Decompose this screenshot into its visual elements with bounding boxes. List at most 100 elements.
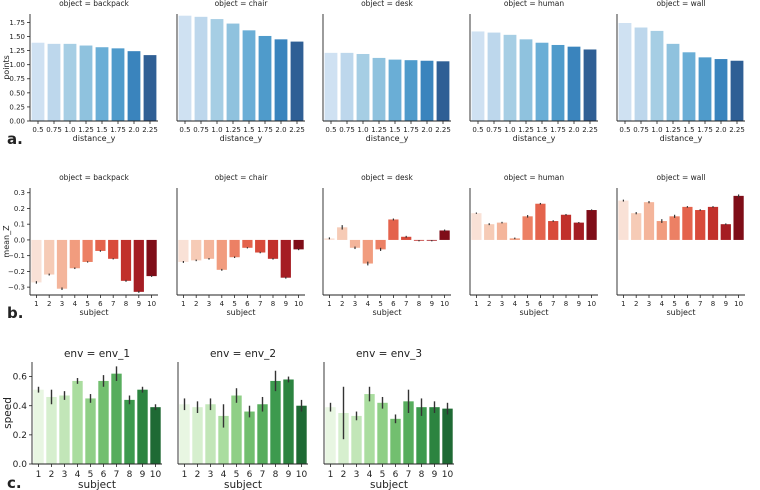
- x-tick-label: 4: [73, 300, 78, 308]
- x-tick-label: 1: [327, 300, 331, 308]
- x-tick-label: 5: [672, 300, 676, 308]
- bar: [59, 395, 70, 464]
- x-tick-label: 2: [194, 300, 198, 308]
- bar: [682, 52, 696, 121]
- bar: [436, 61, 450, 121]
- panel-a-label: a.: [7, 130, 23, 148]
- bar: [733, 195, 744, 240]
- panel-c-label: c.: [7, 474, 22, 490]
- x-axis-label: distance_y: [366, 134, 409, 143]
- x-tick-label: 3: [62, 470, 68, 480]
- x-tick-label: 8: [124, 300, 128, 308]
- bar: [127, 51, 141, 121]
- bar: [133, 239, 144, 292]
- panel-b-label: b.: [7, 304, 23, 322]
- x-tick-label: 1.25: [371, 126, 387, 134]
- bar: [388, 59, 402, 121]
- y-tick-label: 1.00: [9, 61, 25, 69]
- x-tick-label: 8: [273, 470, 279, 480]
- x-tick-label: 9: [286, 470, 292, 480]
- x-tick-label: 1: [182, 470, 188, 480]
- x-tick-label: 1.5: [683, 126, 694, 134]
- x-tick-label: 0.5: [179, 126, 190, 134]
- x-tick-label: 9: [284, 300, 288, 308]
- bar: [695, 210, 706, 240]
- x-tick-label: 1.5: [389, 126, 400, 134]
- x-axis-label: subject: [373, 308, 402, 317]
- x-tick-label: 1.5: [96, 126, 107, 134]
- bar: [573, 222, 584, 240]
- x-tick-label: 1.0: [211, 126, 222, 134]
- bar: [143, 55, 157, 121]
- bar: [420, 60, 434, 121]
- x-tick-label: 6: [393, 470, 399, 480]
- bar: [98, 380, 109, 464]
- y-axis-label: speed: [2, 397, 14, 429]
- x-tick-label: 7: [111, 300, 115, 308]
- x-tick-label: 2.0: [421, 126, 432, 134]
- bar: [666, 43, 680, 122]
- bar: [631, 213, 642, 240]
- x-tick-label: 6: [98, 300, 103, 308]
- x-axis-label: subject: [227, 308, 256, 317]
- x-tick-label: 10: [294, 300, 303, 308]
- x-tick-label: 1: [34, 300, 38, 308]
- x-tick-label: 8: [711, 300, 715, 308]
- x-tick-label: 1.25: [518, 126, 534, 134]
- x-tick-label: 2: [487, 300, 491, 308]
- subplot-title: env = env_1: [64, 348, 130, 360]
- x-tick-label: 1.25: [225, 126, 241, 134]
- x-tick-label: 3: [354, 470, 360, 480]
- x-tick-label: 3: [647, 300, 651, 308]
- x-tick-label: 2.0: [275, 126, 286, 134]
- y-tick-label: 0.0: [13, 460, 28, 470]
- bar: [290, 41, 304, 121]
- x-tick-label: 2.0: [128, 126, 139, 134]
- x-tick-label: 5: [232, 300, 236, 308]
- bar: [442, 408, 453, 464]
- bar: [267, 239, 279, 259]
- x-tick-label: 1: [36, 470, 42, 480]
- bar: [720, 224, 731, 240]
- bar: [95, 47, 109, 121]
- x-tick-label: 2.25: [729, 126, 745, 134]
- x-tick-label: 2.25: [435, 126, 451, 134]
- x-tick-label: 1.0: [357, 126, 368, 134]
- x-tick-label: 0.75: [486, 126, 502, 134]
- x-tick-label: 4: [220, 300, 225, 308]
- subplot-title: object = wall: [656, 0, 705, 8]
- bar: [522, 216, 533, 240]
- bar: [356, 53, 370, 122]
- bar: [124, 399, 135, 464]
- y-tick-label: −0.1: [8, 252, 25, 260]
- bar: [340, 52, 354, 121]
- bar: [404, 60, 418, 121]
- bar: [69, 239, 80, 269]
- bar: [203, 239, 215, 259]
- x-axis-label: subject: [667, 308, 696, 317]
- bar: [439, 230, 450, 240]
- bar: [643, 202, 655, 240]
- subplot-title: object = backpack: [59, 0, 129, 8]
- bar: [72, 380, 83, 464]
- bar: [270, 380, 281, 464]
- x-tick-label: 2: [49, 470, 55, 480]
- bar: [31, 239, 42, 283]
- bar: [429, 407, 440, 464]
- bar: [416, 407, 427, 464]
- x-tick-label: 1: [328, 470, 334, 480]
- subplot-c-3: env = env_3 1 2 3 4 5 6 7 8 9 10 subject: [323, 348, 454, 490]
- bar: [375, 239, 386, 250]
- x-tick-label: 10: [442, 470, 454, 480]
- x-tick-label: 7: [406, 470, 412, 480]
- subplot-a-2: object = chair 0.5 0.75 1.0 1.25 1.5 1.75 2.0 2.…: [176, 0, 305, 143]
- x-axis-label: distance_y: [73, 134, 116, 143]
- x-tick-label: 9: [577, 300, 581, 308]
- bar: [325, 407, 336, 464]
- bar: [618, 200, 629, 240]
- x-tick-label: 5: [378, 300, 382, 308]
- bar: [484, 224, 495, 240]
